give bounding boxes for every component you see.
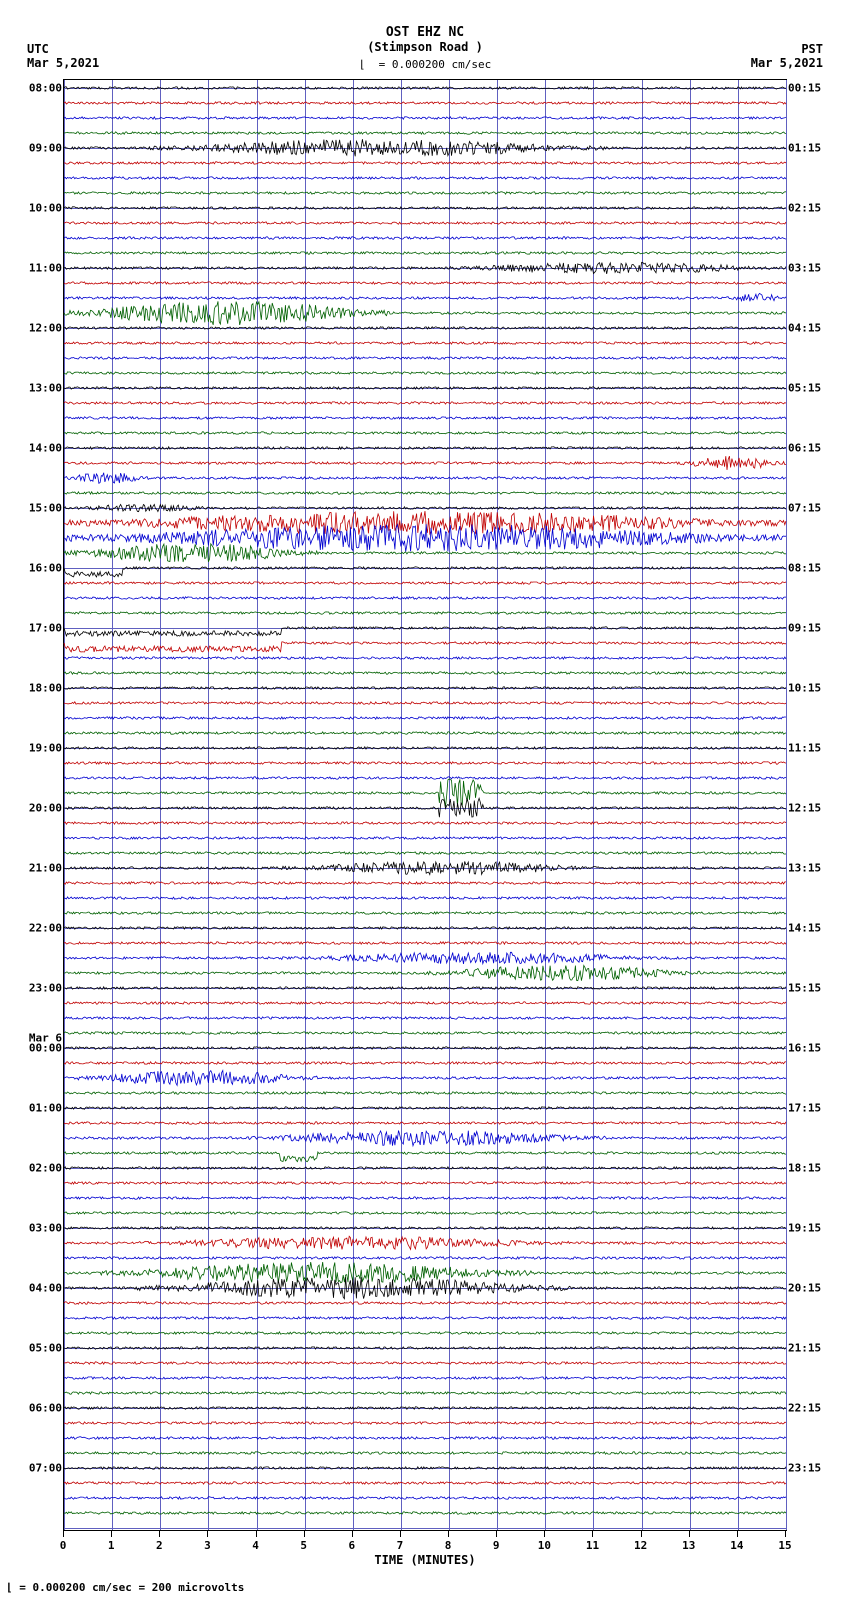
station-code: OST EHZ NC	[15, 0, 835, 40]
x-tick	[737, 1531, 738, 1537]
left-time-label: 02:00	[16, 1162, 62, 1175]
left-time-label: 12:00	[16, 322, 62, 335]
right-time-label: 21:15	[788, 1342, 834, 1355]
date-left-label: Mar 5,2021	[27, 56, 99, 70]
left-time-label: 10:00	[16, 202, 62, 215]
x-tick-label: 0	[60, 1539, 67, 1552]
station-name: (Stimpson Road )	[15, 40, 835, 54]
left-time-label: 22:00	[16, 922, 62, 935]
x-tick	[63, 1531, 64, 1537]
x-tick	[159, 1531, 160, 1537]
scale-note: ⌊ = 0.000200 cm/sec	[15, 54, 835, 79]
x-tick	[544, 1531, 545, 1537]
seismogram-plot: 08:0009:0010:0011:0012:0013:0014:0015:00…	[63, 79, 787, 1531]
right-time-label: 06:15	[788, 442, 834, 455]
x-tick	[641, 1531, 642, 1537]
right-time-label: 19:15	[788, 1222, 834, 1235]
x-tick-label: 9	[493, 1539, 500, 1552]
x-tick-label: 6	[348, 1539, 355, 1552]
x-tick	[352, 1531, 353, 1537]
left-time-label: 20:00	[16, 802, 62, 815]
right-time-label: 17:15	[788, 1102, 834, 1115]
right-time-label: 05:15	[788, 382, 834, 395]
x-tick-label: 5	[300, 1539, 307, 1552]
left-time-label: 11:00	[16, 262, 62, 275]
right-time-label: 08:15	[788, 562, 834, 575]
scale-text: = 0.000200 cm/sec	[379, 58, 492, 71]
right-time-label: 14:15	[788, 922, 834, 935]
footer-scale-text: = 0.000200 cm/sec = 200 microvolts	[19, 1581, 244, 1594]
date-right-label: Mar 5,2021	[751, 56, 823, 70]
x-axis-title: TIME (MINUTES)	[63, 1531, 787, 1567]
left-time-label: 21:00	[16, 862, 62, 875]
right-time-label: 23:15	[788, 1462, 834, 1475]
right-time-label: 15:15	[788, 982, 834, 995]
tz-right-label: PST	[801, 42, 823, 56]
left-time-label: 07:00	[16, 1462, 62, 1475]
left-time-label: 06:00	[16, 1402, 62, 1415]
x-tick-label: 13	[682, 1539, 695, 1552]
seismogram-container: UTC PST Mar 5,2021 Mar 5,2021 OST EHZ NC…	[15, 0, 835, 1571]
footer-scale: ⌊ = 0.000200 cm/sec = 200 microvolts	[0, 1571, 850, 1600]
x-axis: TIME (MINUTES) 0123456789101112131415	[63, 1531, 787, 1571]
right-time-label: 11:15	[788, 742, 834, 755]
x-tick	[256, 1531, 257, 1537]
right-time-label: 18:15	[788, 1162, 834, 1175]
x-tick	[448, 1531, 449, 1537]
x-tick-label: 3	[204, 1539, 211, 1552]
x-tick-label: 7	[397, 1539, 404, 1552]
right-time-label: 09:15	[788, 622, 834, 635]
left-time-label: 19:00	[16, 742, 62, 755]
left-time-label: 08:00	[16, 82, 62, 95]
x-tick-label: 11	[586, 1539, 599, 1552]
right-time-label: 01:15	[788, 142, 834, 155]
right-time-label: 12:15	[788, 802, 834, 815]
right-time-label: 13:15	[788, 862, 834, 875]
left-time-label: 13:00	[16, 382, 62, 395]
tz-left-label: UTC	[27, 42, 49, 56]
x-tick-label: 4	[252, 1539, 259, 1552]
left-time-label: 04:00	[16, 1282, 62, 1295]
left-time-label: 14:00	[16, 442, 62, 455]
x-tick-label: 12	[634, 1539, 647, 1552]
left-time-label: 05:00	[16, 1342, 62, 1355]
right-time-label: 02:15	[788, 202, 834, 215]
right-time-label: 00:15	[788, 82, 834, 95]
left-time-label: 03:00	[16, 1222, 62, 1235]
right-time-label: 04:15	[788, 322, 834, 335]
x-tick-label: 2	[156, 1539, 163, 1552]
x-tick-label: 15	[778, 1539, 791, 1552]
left-time-label: 16:00	[16, 562, 62, 575]
x-tick-label: 10	[538, 1539, 551, 1552]
right-time-label: 07:15	[788, 502, 834, 515]
right-time-label: 10:15	[788, 682, 834, 695]
x-tick	[496, 1531, 497, 1537]
left-time-label: 00:00	[16, 1042, 62, 1055]
left-time-label: 23:00	[16, 982, 62, 995]
x-tick	[689, 1531, 690, 1537]
scale-bar-icon: ⌊	[359, 58, 372, 71]
x-tick	[785, 1531, 786, 1537]
left-time-label: 17:00	[16, 622, 62, 635]
seismic-trace	[64, 80, 786, 1530]
x-tick	[111, 1531, 112, 1537]
x-tick	[207, 1531, 208, 1537]
x-tick-label: 8	[445, 1539, 452, 1552]
right-time-label: 20:15	[788, 1282, 834, 1295]
left-time-label: 09:00	[16, 142, 62, 155]
footer-scale-icon: ⌊	[6, 1581, 19, 1594]
x-tick	[592, 1531, 593, 1537]
x-tick	[304, 1531, 305, 1537]
x-tick-label: 1	[108, 1539, 115, 1552]
grid-v	[786, 80, 787, 1530]
left-time-label: 15:00	[16, 502, 62, 515]
right-time-label: 22:15	[788, 1402, 834, 1415]
right-time-label: 03:15	[788, 262, 834, 275]
x-tick-label: 14	[730, 1539, 743, 1552]
left-time-label: 01:00	[16, 1102, 62, 1115]
left-time-label: 18:00	[16, 682, 62, 695]
x-tick	[400, 1531, 401, 1537]
right-time-label: 16:15	[788, 1042, 834, 1055]
